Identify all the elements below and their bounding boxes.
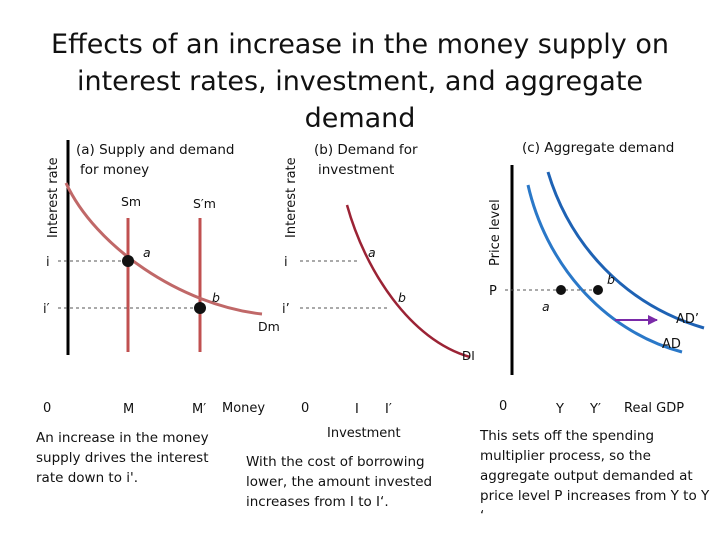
panel-c-x-axis-label: Real GDP <box>624 401 684 416</box>
panel-c: Price level (c) Aggregate demand a b P A… <box>488 140 705 417</box>
panel-a-rate-i-prime: i′ <box>43 302 50 317</box>
panel-c-x-y-prime: Y′ <box>589 402 601 417</box>
panel-c-yaxis-label: Price level <box>488 199 503 266</box>
supply-label-new: S′m <box>193 196 216 211</box>
panel-b-x-i: I <box>355 402 359 417</box>
panel-a-point-b <box>194 302 206 314</box>
panel-b-x-i-prime: I′ <box>385 402 392 417</box>
money-demand-curve <box>64 182 263 316</box>
panel-c-ad-prime-label: AD’ <box>676 312 699 327</box>
panel-b-point-b-label: b <box>398 290 406 305</box>
ad-curve <box>526 184 683 354</box>
panel-c-price-p: P <box>489 284 497 299</box>
panel-c-point-b <box>593 285 603 295</box>
panel-c-origin: 0 <box>499 399 507 414</box>
panel-b-point-a-label: a <box>368 245 376 260</box>
panel-c-x-y: Y <box>555 402 564 417</box>
panel-a-x-m: M <box>123 402 134 417</box>
panel-b-rate-i: i <box>284 255 288 270</box>
panel-c-point-a <box>556 285 566 295</box>
panel-b-origin: 0 <box>301 401 309 416</box>
panel-a-x-m-prime: M′ <box>192 402 206 417</box>
investment-demand-curve <box>345 204 471 359</box>
panel-c-ad-label: AD <box>662 337 681 352</box>
investment-demand-label: DI <box>462 349 475 363</box>
panel-a-heading-line2: for money <box>80 162 149 178</box>
panel-c-caption: This sets off the spending multiplier pr… <box>480 428 710 524</box>
panel-a-point-a-label: a <box>143 245 151 260</box>
supply-label: Sm <box>121 194 141 209</box>
panel-b-x-axis-label: Investment <box>327 426 401 441</box>
panel-a-yaxis-label: Interest rate <box>46 157 61 238</box>
panel-a: Interest rate (a) Supply and demand for … <box>43 140 280 417</box>
ad-curve-shifted <box>546 171 705 330</box>
page-title: Effects of an increase in the money supp… <box>51 29 669 134</box>
panel-a-heading-line1: (a) Supply and demand <box>76 142 235 158</box>
panel-b-caption: With the cost of borrowing lower, the am… <box>246 454 433 510</box>
panel-a-point-a <box>122 255 134 267</box>
money-demand-label: Dm <box>258 319 280 334</box>
panel-b-heading-line1: (b) Demand for <box>314 142 418 158</box>
panel-a-x-axis-label: Money <box>222 401 265 416</box>
panel-a-origin: 0 <box>43 401 51 416</box>
panel-c-point-b-label: b <box>607 272 615 287</box>
panel-c-heading: (c) Aggregate demand <box>522 140 674 156</box>
panel-b-rate-i-prime: i’ <box>282 302 290 317</box>
panel-a-point-b-label: b <box>212 290 220 305</box>
panel-a-rate-i: i <box>46 255 50 270</box>
panel-b-yaxis-label: Interest rate <box>284 157 299 238</box>
panel-b: Interest rate (b) Demand for investment … <box>282 142 475 441</box>
panel-b-heading-line2: investment <box>318 162 394 178</box>
panel-a-caption: An increase in the money supply drives t… <box>36 430 209 486</box>
panel-c-point-a-label: a <box>542 299 550 314</box>
